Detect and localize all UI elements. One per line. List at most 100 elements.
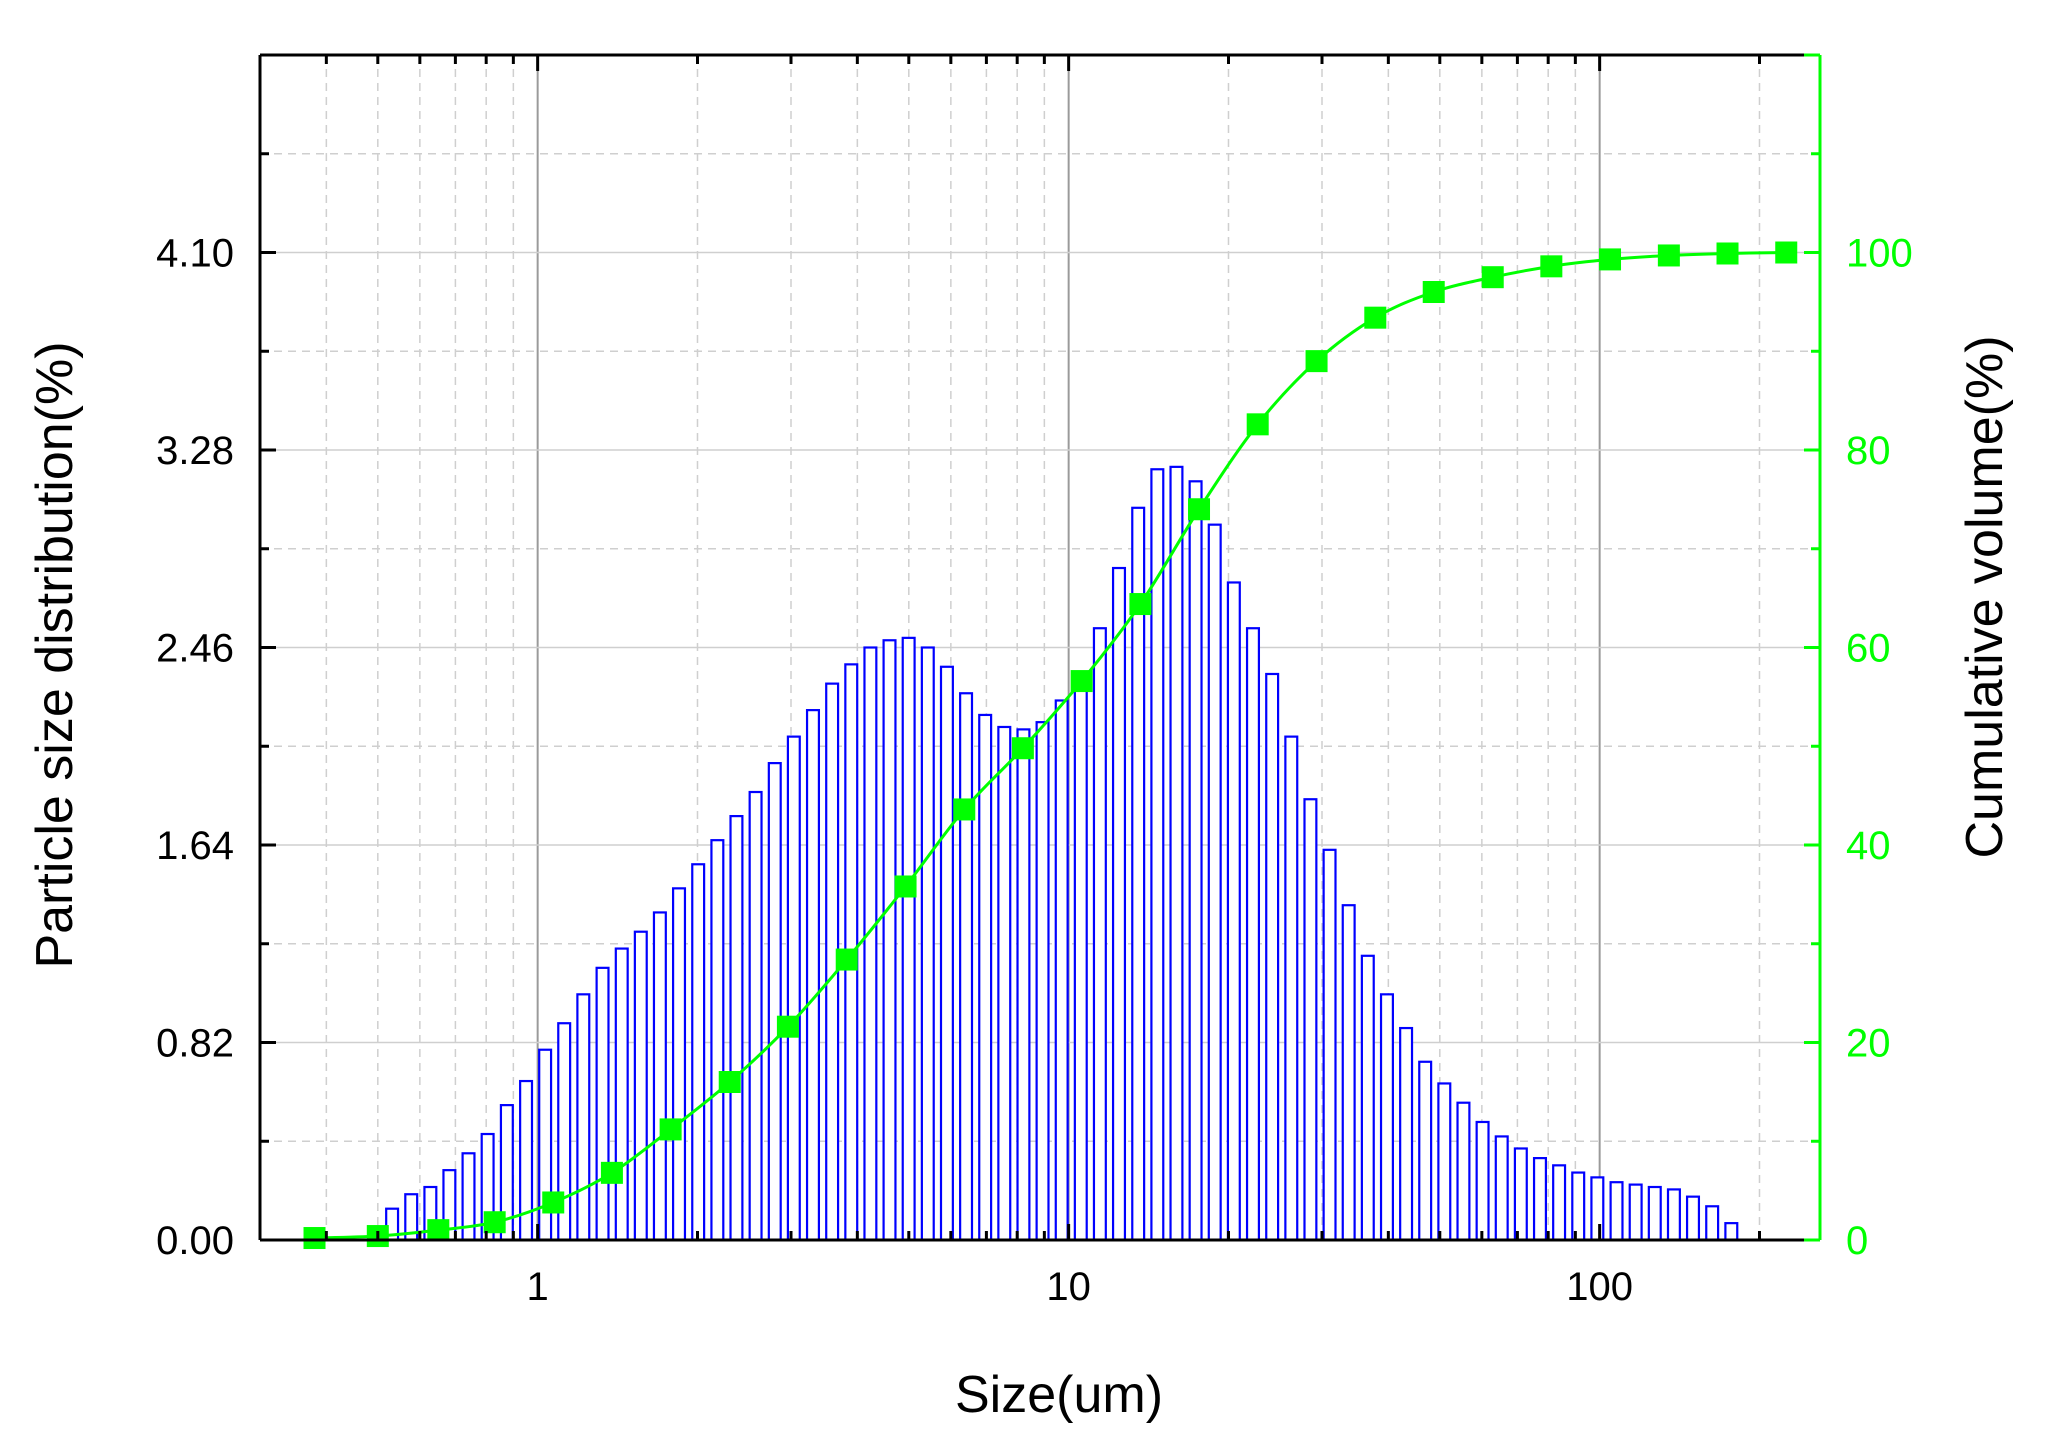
distribution-bar [1724, 1222, 1739, 1242]
distribution-bar [1016, 728, 1031, 1242]
distribution-bar [1054, 699, 1069, 1242]
cumulative-marker [776, 1015, 799, 1038]
x-tick-label: 100 [1566, 1265, 1633, 1309]
distribution-bar [691, 863, 706, 1242]
distribution-bar [576, 993, 591, 1242]
cumulative-marker [483, 1211, 506, 1234]
cumulative-marker [659, 1118, 682, 1141]
distribution-bar [1494, 1135, 1509, 1242]
cumulative-marker [835, 948, 858, 971]
cumulative-marker [1657, 244, 1680, 267]
distribution-bar [519, 1079, 534, 1242]
distribution-bar [1590, 1176, 1605, 1242]
distribution-bar [1226, 581, 1241, 1242]
distribution-bar [748, 790, 763, 1242]
distribution-bar [882, 639, 897, 1242]
cumulative-marker [1129, 593, 1152, 616]
cumulative-marker [1011, 737, 1034, 760]
y-tick-label: 0.82 [156, 1022, 234, 1066]
right-y-axis-title: Cumulative volume(%) [1956, 335, 2014, 858]
y-tick-label: 1.64 [156, 824, 234, 868]
distribution-bar [978, 713, 993, 1242]
cumulative-marker [600, 1161, 623, 1184]
distribution-bar [1284, 735, 1299, 1242]
cumulative-marker [718, 1071, 741, 1093]
distribution-bar [595, 966, 610, 1242]
distribution-bar [805, 709, 821, 1242]
distribution-bars [385, 465, 1739, 1242]
distribution-bar [1265, 672, 1280, 1242]
distribution-bar [710, 839, 725, 1242]
distribution-bar [1379, 993, 1394, 1242]
distribution-bar [1035, 721, 1050, 1242]
cumulative-marker [427, 1219, 450, 1242]
distribution-bar [1245, 627, 1261, 1242]
distribution-bar [1399, 1026, 1414, 1242]
cumulative-marker [303, 1227, 326, 1250]
distribution-bar [1111, 566, 1127, 1242]
cumulative-marker [953, 798, 976, 821]
distribution-bar [614, 947, 629, 1242]
distribution-bar [652, 911, 667, 1242]
distribution-bar [959, 692, 974, 1242]
distribution-bar [1628, 1183, 1643, 1242]
cumulative-line [314, 251, 1787, 1240]
cumulative-marker [1775, 241, 1798, 264]
cumulative-marker [1188, 498, 1211, 521]
distribution-bar [1207, 523, 1222, 1242]
distribution-bar [1418, 1060, 1433, 1242]
cumulative-marker [1540, 255, 1563, 278]
distribution-bar [1188, 480, 1203, 1242]
distribution-bar [1513, 1147, 1528, 1242]
distribution-bar [1303, 798, 1318, 1242]
y2-tick-label: 20 [1846, 1022, 1891, 1066]
distribution-bar [1475, 1120, 1490, 1242]
distribution-bar [997, 725, 1012, 1242]
distribution-bar [1341, 904, 1356, 1242]
axes [258, 53, 1822, 1242]
distribution-bar [1360, 954, 1375, 1242]
distribution-bar [1532, 1157, 1548, 1242]
distribution-bar [939, 665, 954, 1242]
distribution-bar [767, 762, 782, 1242]
cumulative-marker [1364, 306, 1387, 329]
y-tick-label: 4.10 [156, 232, 234, 276]
distribution-bar [1092, 627, 1107, 1242]
distribution-bar [920, 646, 935, 1242]
y-tick-label: 3.28 [156, 429, 234, 473]
y-tick-label: 2.46 [156, 627, 234, 671]
y2-tick-label: 100 [1846, 232, 1913, 276]
distribution-bar [901, 636, 916, 1242]
distribution-bar [1685, 1195, 1701, 1242]
cumulative-marker [1716, 242, 1739, 265]
distribution-bar [1647, 1185, 1662, 1242]
distribution-bar [633, 930, 648, 1242]
distribution-bar [1073, 670, 1088, 1242]
y2-tick-label: 80 [1846, 429, 1891, 473]
distribution-bar [1169, 465, 1184, 1242]
tick-labels: 1 10 100 0.00 0.82 1.64 2.46 3.28 4.10 0 20 40 60 80 1… [156, 232, 1913, 1310]
x-tick-label: 10 [1046, 1265, 1091, 1309]
cumulative-marker [1070, 670, 1093, 693]
distribution-bar [1571, 1171, 1586, 1242]
cumulative-marker [894, 875, 917, 898]
x-tick-label: 1 [527, 1265, 549, 1309]
y2-tick-label: 60 [1846, 627, 1891, 671]
y2-tick-label: 40 [1846, 824, 1891, 868]
cumulative-marker [1422, 281, 1445, 303]
x-axis-title: Size(um) [955, 1366, 1163, 1424]
cumulative-marker [1246, 413, 1269, 436]
y2-tick-label: 0 [1846, 1219, 1868, 1263]
distribution-bar [729, 814, 744, 1242]
distribution-bar [1456, 1101, 1471, 1242]
distribution-bar [1322, 848, 1337, 1242]
cumulative-marker [1599, 248, 1622, 271]
distribution-bar [1666, 1188, 1681, 1242]
distribution-bar [1131, 506, 1146, 1242]
distribution-bar [1552, 1164, 1567, 1242]
distribution-bar [1437, 1082, 1452, 1242]
distribution-bar [671, 887, 687, 1242]
distribution-bar [863, 646, 878, 1242]
cumulative-curve [303, 241, 1798, 1250]
